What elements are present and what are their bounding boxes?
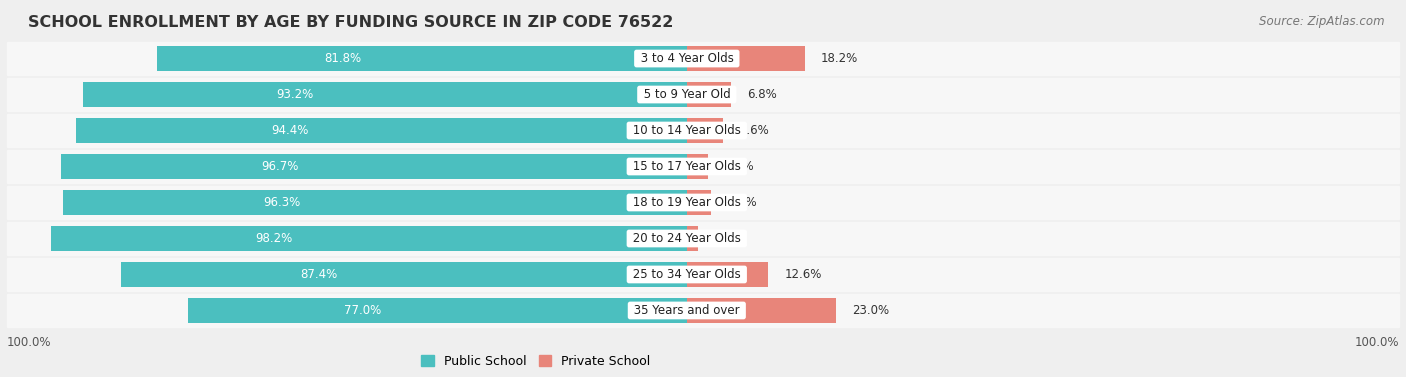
Text: 6.8%: 6.8% (747, 88, 776, 101)
Text: 5.6%: 5.6% (740, 124, 769, 137)
Bar (686, 262, 769, 287)
Legend: Public School, Private School: Public School, Private School (418, 351, 654, 372)
Bar (60, 154, 686, 179)
Text: 1.8%: 1.8% (714, 232, 744, 245)
Text: 81.8%: 81.8% (323, 52, 361, 65)
Text: Source: ZipAtlas.com: Source: ZipAtlas.com (1260, 15, 1385, 28)
Bar (121, 262, 686, 287)
Text: 10 to 14 Year Olds: 10 to 14 Year Olds (628, 124, 745, 137)
Bar (686, 82, 731, 107)
Bar (686, 190, 711, 215)
Text: SCHOOL ENROLLMENT BY AGE BY FUNDING SOURCE IN ZIP CODE 76522: SCHOOL ENROLLMENT BY AGE BY FUNDING SOUR… (28, 15, 673, 30)
Bar (188, 298, 686, 323)
Bar (7, 186, 1399, 219)
Text: 25 to 34 Year Olds: 25 to 34 Year Olds (628, 268, 745, 281)
Bar (686, 298, 835, 323)
Text: 3 to 4 Year Olds: 3 to 4 Year Olds (637, 52, 737, 65)
Bar (76, 118, 686, 143)
Bar (7, 150, 1399, 183)
Text: 23.0%: 23.0% (852, 304, 889, 317)
Bar (7, 42, 1399, 75)
Bar (7, 258, 1399, 291)
Bar (7, 78, 1399, 111)
Bar (7, 222, 1399, 255)
Text: 5 to 9 Year Old: 5 to 9 Year Old (640, 88, 734, 101)
Text: 96.7%: 96.7% (262, 160, 298, 173)
Bar (686, 154, 709, 179)
Bar (686, 46, 804, 71)
Text: 87.4%: 87.4% (301, 268, 337, 281)
Text: 77.0%: 77.0% (344, 304, 381, 317)
Bar (686, 118, 723, 143)
Text: 98.2%: 98.2% (254, 232, 292, 245)
Bar (7, 114, 1399, 147)
Text: 94.4%: 94.4% (271, 124, 308, 137)
Bar (83, 82, 686, 107)
Bar (63, 190, 686, 215)
Bar (7, 294, 1399, 327)
Bar (157, 46, 686, 71)
Text: 15 to 17 Year Olds: 15 to 17 Year Olds (628, 160, 745, 173)
Text: 20 to 24 Year Olds: 20 to 24 Year Olds (628, 232, 745, 245)
Text: 3.8%: 3.8% (727, 196, 758, 209)
Text: 100.0%: 100.0% (1354, 336, 1399, 349)
Text: 100.0%: 100.0% (7, 336, 52, 349)
Text: 35 Years and over: 35 Years and over (630, 304, 744, 317)
Bar (686, 226, 699, 251)
Text: 93.2%: 93.2% (276, 88, 314, 101)
Text: 96.3%: 96.3% (263, 196, 299, 209)
Text: 18.2%: 18.2% (821, 52, 858, 65)
Bar (51, 226, 686, 251)
Text: 3.3%: 3.3% (724, 160, 754, 173)
Text: 12.6%: 12.6% (785, 268, 823, 281)
Text: 18 to 19 Year Olds: 18 to 19 Year Olds (628, 196, 745, 209)
